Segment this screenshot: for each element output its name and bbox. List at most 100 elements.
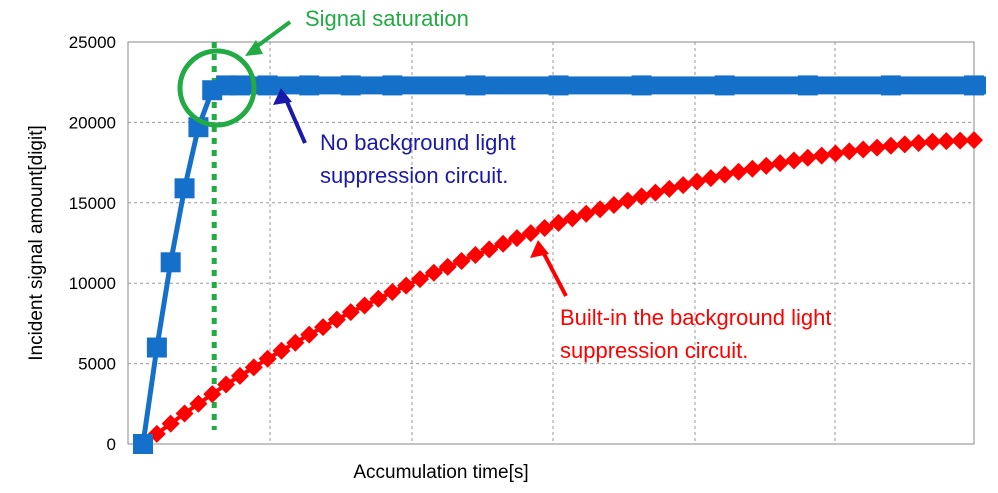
data-point-red — [438, 257, 457, 276]
series-layer — [133, 75, 987, 454]
data-point-red — [383, 283, 402, 302]
data-point-red — [494, 234, 513, 253]
data-point-red — [161, 414, 180, 433]
data-point-red — [881, 136, 900, 155]
data-point-red — [701, 169, 720, 188]
saturation-arrow-head — [245, 40, 263, 56]
y-tick-label: 15000 — [69, 194, 116, 213]
data-point-red — [951, 131, 970, 150]
data-point-red — [604, 195, 623, 214]
data-point-red — [314, 318, 333, 337]
data-point-red — [535, 218, 554, 237]
data-point-red — [618, 191, 637, 210]
data-point-red — [798, 148, 817, 167]
saturation-circle — [177, 48, 257, 128]
data-point-red — [826, 144, 845, 163]
data-point-red — [591, 200, 610, 219]
data-point-red — [674, 176, 693, 195]
data-point-blue — [340, 75, 361, 96]
data-point-red — [563, 209, 582, 228]
data-point-red — [784, 151, 803, 170]
data-point-red — [355, 296, 374, 315]
data-point-red — [937, 132, 956, 151]
saturated-band — [226, 76, 987, 95]
data-point-blue — [964, 75, 984, 96]
data-point-blue — [146, 337, 167, 358]
data-point-red — [549, 213, 568, 232]
data-point-red — [466, 246, 485, 265]
data-point-red — [632, 187, 651, 206]
y-tick-label: 0 — [107, 435, 116, 454]
data-point-blue — [797, 75, 818, 96]
grid — [128, 42, 974, 444]
y-tick-label: 5000 — [78, 355, 116, 374]
data-point-red — [743, 159, 762, 178]
data-point-red — [868, 138, 887, 157]
data-point-red — [369, 289, 388, 308]
no-bg-label-line2: suppression circuit. — [320, 163, 508, 188]
data-point-red — [507, 229, 526, 248]
data-point-blue — [174, 178, 195, 199]
data-point-red — [729, 162, 748, 181]
no-bg-label-line1: No background light — [320, 130, 516, 155]
with-bg-arrow-head — [530, 240, 549, 258]
with-bg-arrow — [539, 247, 568, 297]
y-tick-label: 20000 — [69, 113, 116, 132]
data-point-blue — [229, 75, 250, 96]
data-point-red — [715, 165, 734, 184]
no-bg-arrow — [282, 94, 307, 144]
data-point-red — [341, 303, 360, 322]
data-point-blue — [714, 75, 735, 96]
data-point-red — [771, 154, 790, 173]
data-point-red — [189, 394, 208, 413]
data-point-red — [397, 276, 416, 295]
data-point-red — [577, 204, 596, 223]
data-point-red — [965, 131, 983, 150]
data-point-red — [895, 135, 914, 154]
data-point-blue — [465, 75, 486, 96]
data-point-red — [272, 341, 291, 360]
data-point-red — [840, 142, 859, 161]
y-tick-label: 10000 — [69, 274, 116, 293]
data-point-red — [300, 325, 319, 344]
data-point-red — [203, 385, 222, 404]
data-point-blue — [257, 75, 278, 96]
data-point-red — [688, 172, 706, 191]
data-point-red — [424, 263, 443, 282]
data-point-red — [923, 132, 942, 151]
data-point-blue — [382, 75, 403, 96]
with-bg-label-line1: Built-in the background light — [560, 305, 832, 330]
data-point-red — [230, 366, 249, 385]
data-point-blue — [299, 75, 320, 96]
data-point-red — [411, 270, 429, 289]
x-axis-title: Accumulation time[s] — [353, 462, 528, 483]
data-point-red — [646, 183, 665, 202]
plot-area — [127, 41, 975, 445]
y-axis-title: Incident signal amount[digit] — [26, 125, 47, 361]
data-point-red — [175, 404, 194, 423]
data-point-red — [521, 224, 540, 243]
data-point-red — [812, 146, 831, 165]
data-point-red — [480, 240, 499, 259]
data-point-red — [909, 134, 928, 153]
data-point-blue — [880, 75, 901, 96]
data-point-red — [757, 156, 776, 175]
data-point-red — [660, 179, 679, 198]
data-point-red — [258, 349, 277, 368]
no-bg-arrow-head — [273, 88, 292, 105]
data-point-red — [327, 310, 346, 329]
data-point-red — [854, 140, 873, 159]
data-point-blue — [133, 434, 153, 454]
data-point-blue — [631, 75, 652, 96]
data-point-blue — [548, 75, 569, 96]
data-point-red — [244, 358, 263, 377]
data-point-red — [217, 375, 236, 394]
data-point-red — [452, 251, 471, 270]
with-bg-label-line2: suppression circuit. — [560, 338, 748, 363]
data-point-red — [286, 333, 305, 352]
data-point-blue — [160, 252, 181, 273]
y-axis-ticks: 0 5000 10000 15000 20000 25000 — [69, 33, 116, 454]
saturation-label: Signal saturation — [305, 6, 469, 31]
y-tick-label: 25000 — [69, 33, 116, 52]
